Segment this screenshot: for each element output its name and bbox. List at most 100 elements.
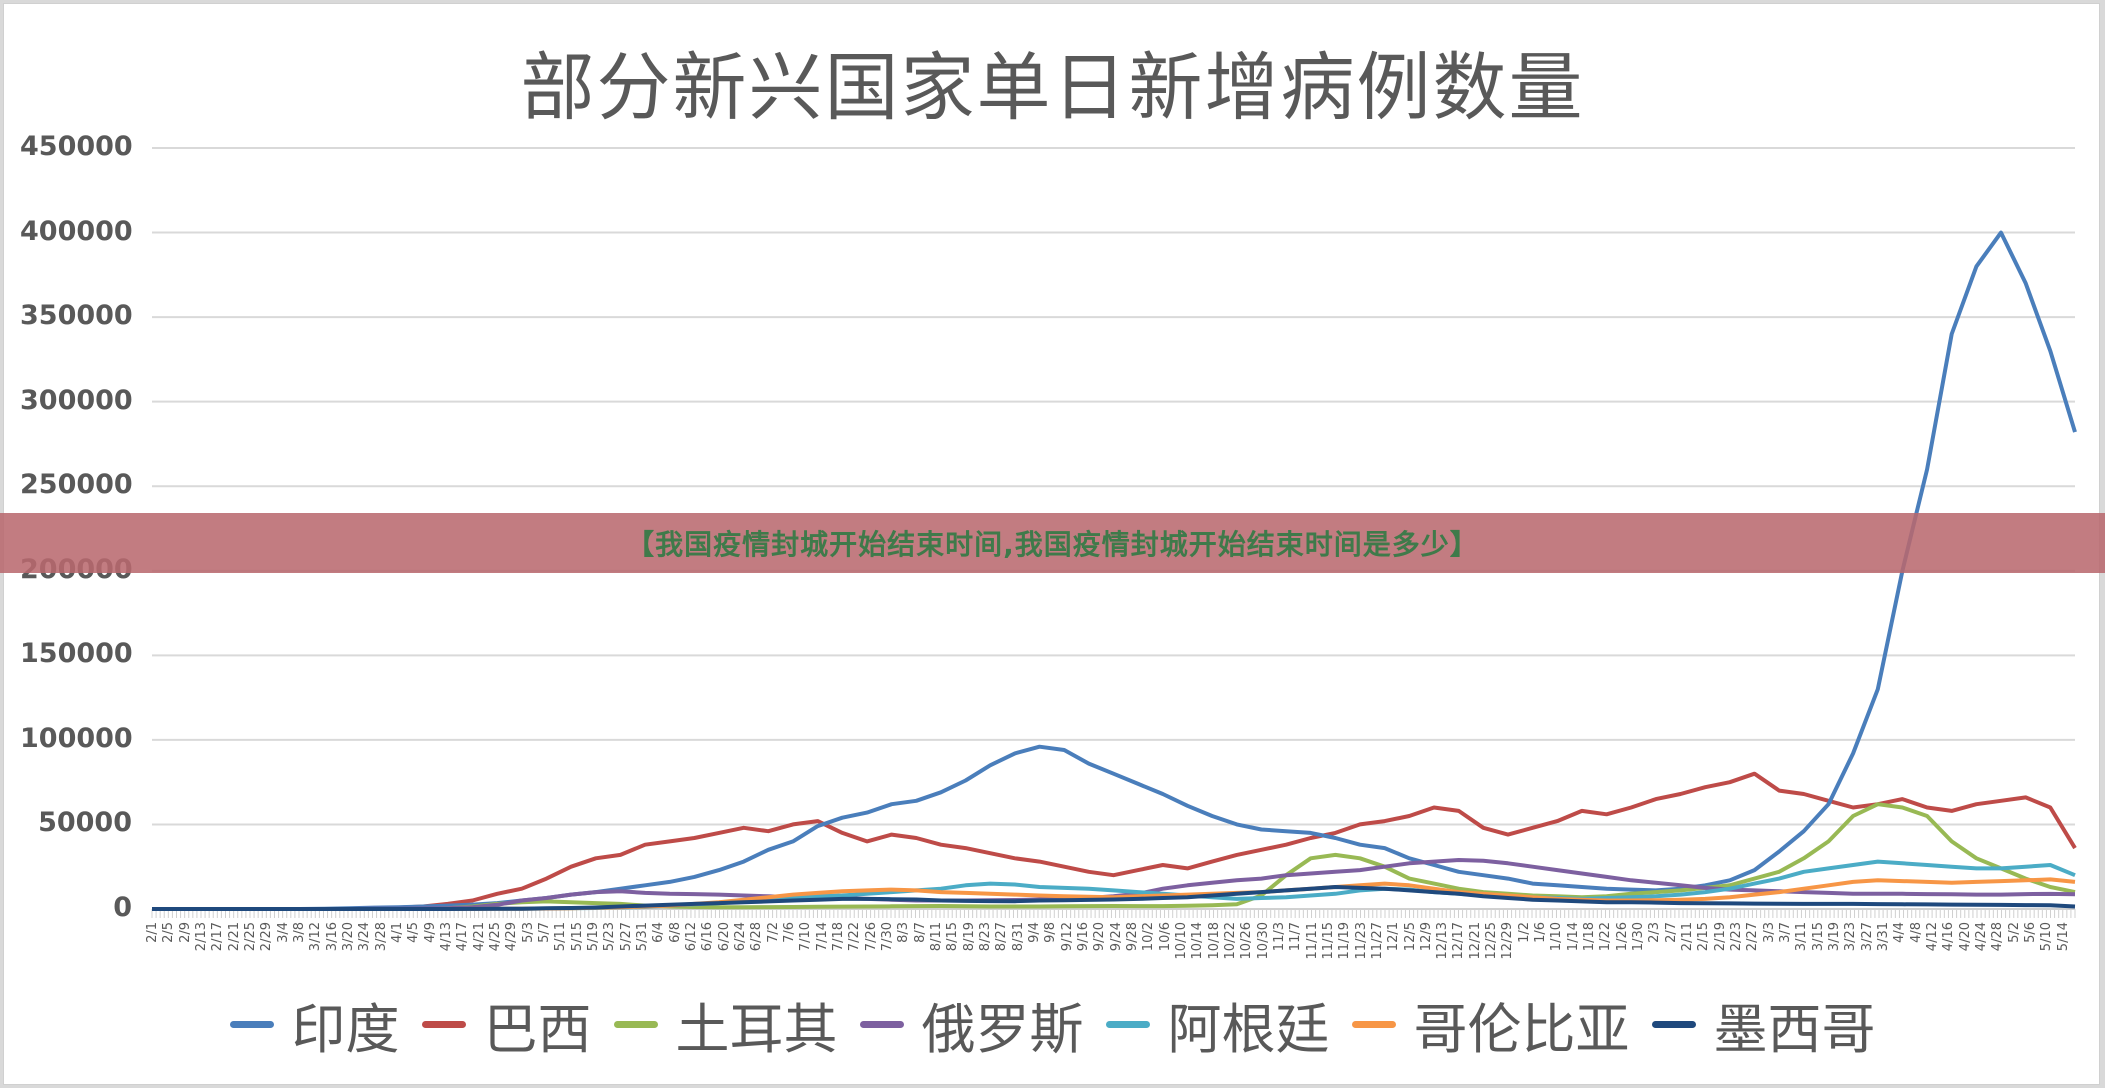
x-tick-label: 7/22 <box>847 922 863 952</box>
x-tick-label: 8/19 <box>961 922 977 952</box>
x-tick-label: 4/20 <box>1957 922 1973 952</box>
x-tick-label: 12/1 <box>1386 922 1402 952</box>
x-tick-label: 2/7 <box>1663 922 1679 943</box>
x-tick-label: 8/11 <box>928 922 944 952</box>
x-tick-label: 4/24 <box>1974 922 1990 952</box>
x-tick-label: 5/11 <box>553 922 569 952</box>
y-tick-label: 0 <box>113 892 132 923</box>
x-tick-label: 6/12 <box>683 922 699 952</box>
x-tick-label: 7/14 <box>814 922 830 952</box>
x-tick-label: 4/8 <box>1908 922 1924 943</box>
legend-item: 阿根廷 <box>1105 985 1330 1064</box>
x-tick-label: 3/12 <box>308 922 324 952</box>
x-tick-label: 5/2 <box>2006 922 2022 943</box>
x-tick-label: 2/9 <box>177 922 193 943</box>
y-tick-label: 100000 <box>20 722 133 754</box>
x-tick-label: 2/23 <box>1729 922 1745 952</box>
series-line <box>152 885 2076 911</box>
legend-swatch-icon <box>613 1021 658 1028</box>
x-tick-label: 6/16 <box>700 922 716 952</box>
x-tick-label: 5/3 <box>520 922 536 943</box>
legend-swatch-icon <box>229 1021 274 1028</box>
legend-swatch-icon <box>1105 1021 1150 1028</box>
legend-swatch-icon <box>421 1021 466 1028</box>
x-tick-label: 11/7 <box>1288 922 1304 952</box>
x-tick-label: 3/8 <box>291 922 307 943</box>
x-tick-label: 7/2 <box>765 922 781 943</box>
x-tick-label: 3/20 <box>340 922 356 952</box>
x-tick-label: 1/26 <box>1614 922 1630 952</box>
x-tick-label: 5/14 <box>2055 922 2071 952</box>
x-tick-label: 3/19 <box>1827 922 1843 952</box>
x-tick-label: 10/26 <box>1239 922 1255 960</box>
legend-item: 墨西哥 <box>1651 985 1876 1064</box>
x-tick-label: 1/2 <box>1516 922 1532 943</box>
y-tick-label: 350000 <box>20 300 133 332</box>
x-tick-label: 10/6 <box>1157 922 1173 952</box>
x-tick-label: 12/9 <box>1418 922 1434 952</box>
y-tick-label: 50000 <box>38 807 132 839</box>
x-tick-label: 9/16 <box>1075 922 1091 952</box>
y-tick-label: 450000 <box>20 131 133 162</box>
x-tick-label: 6/8 <box>667 922 683 943</box>
chart-title: 部分新兴国家单日新增病例数量 <box>520 45 1585 131</box>
x-tick-label: 2/17 <box>210 922 226 952</box>
legend-item: 哥伦比亚 <box>1351 985 1630 1064</box>
x-tick-label: 12/13 <box>1435 922 1451 960</box>
x-tick-label: 1/18 <box>1582 922 1598 952</box>
x-tick-label: 5/10 <box>2039 922 2055 952</box>
legend-item: 印度 <box>229 985 400 1064</box>
legend-item: 巴西 <box>421 985 592 1064</box>
x-tick-label: 3/31 <box>1876 922 1892 952</box>
x-tick-label: 2/3 <box>1647 922 1663 943</box>
legend-swatch-icon <box>1351 1021 1396 1028</box>
x-tick-label: 4/25 <box>487 922 503 952</box>
y-tick-label: 250000 <box>20 469 133 501</box>
x-tick-label: 7/26 <box>863 922 879 952</box>
x-tick-label: 4/17 <box>455 922 471 952</box>
legend-label: 哥伦比亚 <box>1413 998 1630 1061</box>
x-tick-label: 1/10 <box>1549 922 1565 952</box>
legend-swatch-icon <box>859 1021 904 1028</box>
x-tick-label: 10/14 <box>1190 922 1206 960</box>
x-tick-label: 7/30 <box>879 922 895 952</box>
x-tick-label: 4/13 <box>438 922 454 952</box>
x-tick-label: 5/7 <box>536 922 552 943</box>
banner-text: 【我国疫情封城开始结束时间,我国疫情封城开始结束时间是多少】 <box>626 528 1479 561</box>
x-tick-label: 7/18 <box>830 922 846 952</box>
x-tick-label: 2/25 <box>242 922 258 952</box>
x-tick-label: 1/30 <box>1631 922 1647 952</box>
x-tick-label: 2/1 <box>145 922 160 943</box>
x-tick-label: 5/6 <box>2023 922 2039 943</box>
x-tick-label: 7/6 <box>781 922 797 943</box>
x-tick-label: 10/22 <box>1222 922 1238 960</box>
legend-label: 阿根廷 <box>1167 998 1330 1061</box>
x-tick-label: 5/15 <box>569 922 585 952</box>
x-tick-label: 4/12 <box>1925 922 1941 952</box>
overlay-banner: 【我国疫情封城开始结束时间,我国疫情封城开始结束时间是多少】 <box>0 513 2105 573</box>
x-tick-label: 12/17 <box>1451 922 1467 960</box>
legend: 印度 巴西 土耳其 俄罗斯 阿根廷 哥伦比亚 墨西哥 <box>0 985 2105 1064</box>
legend-label: 印度 <box>291 998 400 1061</box>
x-tick-label: 6/24 <box>732 922 748 952</box>
x-tick-label: 10/2 <box>1141 922 1157 952</box>
legend-label: 土耳其 <box>675 998 838 1061</box>
x-tick-label: 8/3 <box>896 922 912 943</box>
x-tick-label: 11/15 <box>1320 922 1336 960</box>
x-tick-label: 2/27 <box>1745 922 1761 952</box>
x-tick-label: 6/4 <box>651 922 667 943</box>
x-tick-label: 4/5 <box>406 922 422 943</box>
x-tick-label: 3/24 <box>357 922 373 952</box>
legend-item: 土耳其 <box>613 985 838 1064</box>
x-tick-label: 4/16 <box>1941 922 1957 952</box>
x-tick-label: 4/9 <box>422 922 438 943</box>
y-tick-label: 400000 <box>20 215 133 247</box>
legend-label: 俄罗斯 <box>921 998 1084 1061</box>
x-tick-label: 4/21 <box>471 922 487 952</box>
x-tick-label: 4/28 <box>1990 922 2006 952</box>
y-tick-label: 150000 <box>20 638 133 670</box>
legend-label: 巴西 <box>483 998 592 1061</box>
x-tick-label: 3/27 <box>1859 922 1875 952</box>
x-tick-label: 9/8 <box>1043 922 1059 943</box>
x-tick-label: 12/5 <box>1402 922 1418 952</box>
